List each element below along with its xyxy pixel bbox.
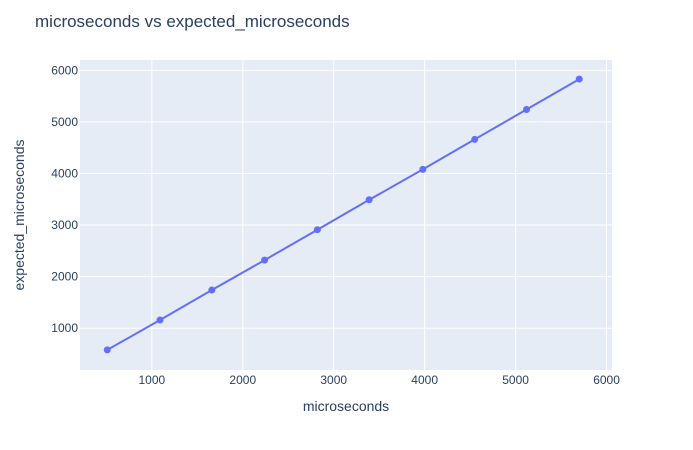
x-tick-label: 5000 [502, 373, 529, 387]
data-point [419, 165, 427, 173]
data-point [313, 226, 321, 234]
series-line [106, 78, 580, 351]
x-tick-label: 3000 [320, 373, 347, 387]
data-point [103, 346, 111, 354]
series-points [103, 75, 583, 354]
y-axis-label: expected_microseconds [11, 140, 27, 291]
chart-title: microseconds vs expected_microseconds [35, 12, 350, 31]
data-point [156, 316, 164, 324]
y-tick-label: 6000 [51, 63, 78, 77]
x-axis-ticks: 1000 2000 3000 4000 5000 6000 [138, 373, 620, 387]
data-point [523, 106, 531, 114]
x-tick-label: 1000 [138, 373, 165, 387]
data-point [575, 75, 583, 83]
x-axis-label: microseconds [303, 398, 389, 414]
y-tick-label: 5000 [51, 115, 78, 129]
data-point [365, 196, 373, 204]
x-tick-label: 4000 [411, 373, 438, 387]
y-tick-label: 2000 [51, 270, 78, 284]
grid-lines [80, 60, 612, 370]
data-point [208, 286, 216, 294]
x-tick-label: 6000 [593, 373, 620, 387]
y-tick-label: 3000 [51, 218, 78, 232]
y-tick-label: 1000 [51, 321, 78, 335]
y-tick-label: 4000 [51, 166, 78, 180]
data-point [471, 135, 479, 143]
y-axis-ticks: 1000 2000 3000 4000 5000 6000 [51, 63, 78, 335]
data-point [261, 256, 269, 264]
x-tick-label: 2000 [229, 373, 256, 387]
